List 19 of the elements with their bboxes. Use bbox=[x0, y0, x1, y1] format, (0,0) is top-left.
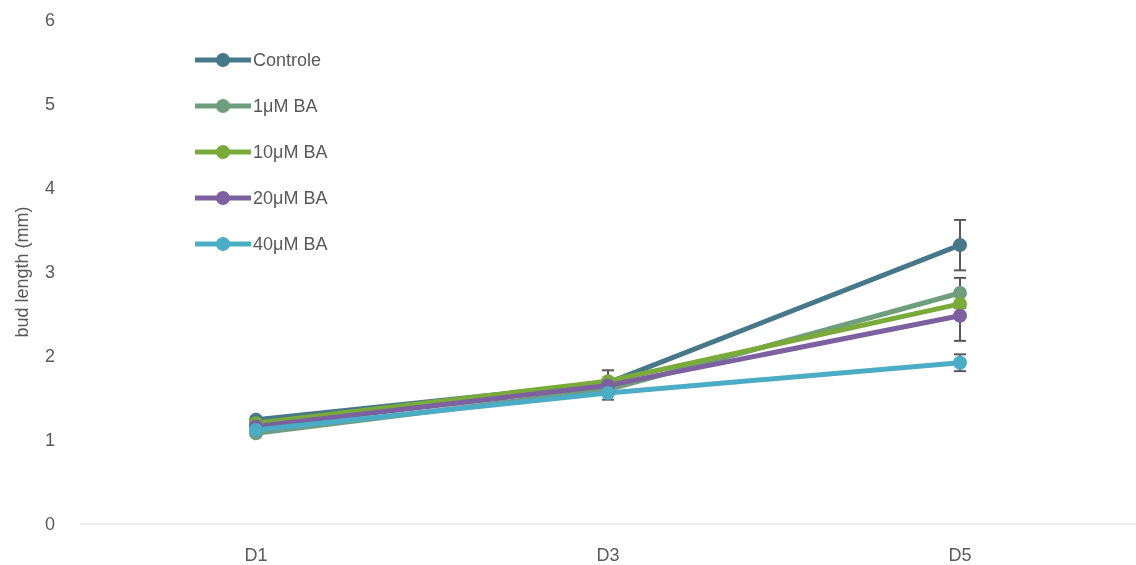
legend-label: 40μM BA bbox=[253, 234, 328, 255]
legend-label: Controle bbox=[253, 50, 322, 71]
point bbox=[953, 296, 967, 311]
x-tick-label: D5 bbox=[948, 545, 972, 565]
y-tick-label: 0 bbox=[44, 514, 56, 535]
legend-label: 10μM BA bbox=[253, 142, 328, 163]
y-tick-label: 1 bbox=[44, 430, 56, 451]
legend-label: 20μM BA bbox=[253, 188, 328, 209]
y-tick-label: 5 bbox=[44, 94, 56, 115]
x-tick-label: D1 bbox=[244, 545, 268, 565]
point bbox=[953, 308, 967, 323]
x-tick-label: D3 bbox=[596, 545, 620, 565]
y-tick-label: 2 bbox=[44, 346, 56, 367]
y-tick-label: 3 bbox=[44, 262, 56, 283]
y-tick-label: 4 bbox=[44, 178, 56, 199]
y-axis-title: bud length (mm) bbox=[12, 206, 32, 338]
point bbox=[953, 238, 967, 253]
legend-label: 1μM BA bbox=[253, 96, 318, 117]
y-tick-label: 6 bbox=[44, 10, 56, 31]
